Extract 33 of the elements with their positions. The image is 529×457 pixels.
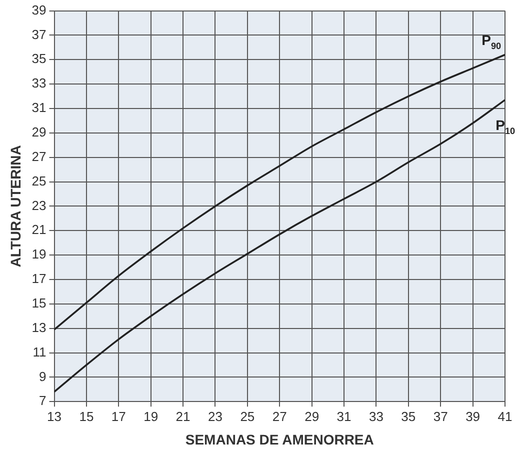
y-tick-label: 37 xyxy=(32,26,46,42)
y-tick-label: 27 xyxy=(32,148,46,164)
y-tick-label: 39 xyxy=(32,2,46,18)
x-tick-label: 27 xyxy=(272,408,287,424)
x-tick-label: 37 xyxy=(433,408,448,424)
y-tick-label: 29 xyxy=(32,124,46,140)
x-tick-label: 15 xyxy=(79,408,94,424)
x-tick-label: 33 xyxy=(368,408,384,424)
y-tick-label: 13 xyxy=(32,320,46,335)
y-tick-label: 31 xyxy=(32,100,46,116)
y-tick-label: 9 xyxy=(39,368,46,384)
x-tick-label: 31 xyxy=(336,408,352,424)
y-tick-label: 17 xyxy=(32,271,46,286)
y-tick-label: 21 xyxy=(32,222,46,238)
y-tick-label: 11 xyxy=(32,344,46,360)
y-tick-label: 25 xyxy=(32,173,46,188)
x-tick-label: 17 xyxy=(111,408,126,424)
y-tick-label: 23 xyxy=(32,198,46,213)
y-tick-label: 19 xyxy=(32,246,46,262)
y-tick-label: 15 xyxy=(32,295,46,310)
y-tick-label: 7 xyxy=(39,393,46,408)
x-tick-label: 25 xyxy=(240,408,255,424)
x-tick-label: 39 xyxy=(466,408,480,424)
x-axis-title: SEMANAS DE AMENORREA xyxy=(185,431,374,448)
y-tick-label: 35 xyxy=(32,51,46,66)
x-tick-label: 29 xyxy=(304,408,320,424)
y-axis-title: ALTURA UTERINA xyxy=(7,145,24,268)
x-tick-label: 23 xyxy=(208,408,222,424)
x-tick-label: 35 xyxy=(401,408,416,424)
x-tick-label: 41 xyxy=(498,408,512,424)
x-tick-label: 19 xyxy=(144,408,158,424)
x-tick-label: 21 xyxy=(176,408,190,424)
y-tick-label: 33 xyxy=(32,76,46,91)
